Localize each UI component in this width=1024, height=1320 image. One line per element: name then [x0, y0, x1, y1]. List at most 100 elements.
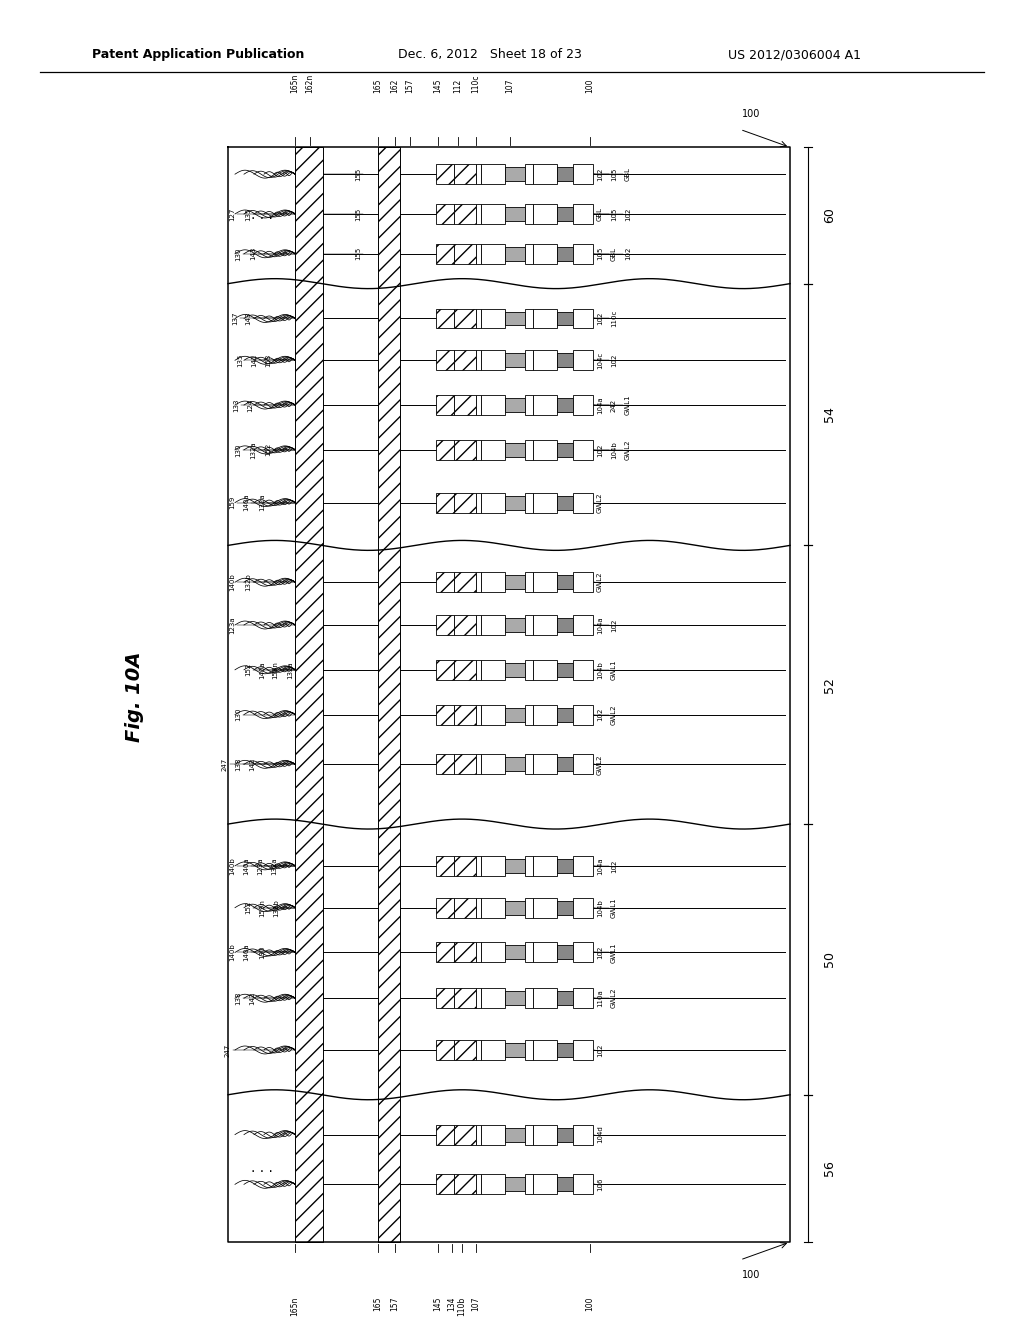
Bar: [573, 395, 593, 414]
Text: Fig. 10A: Fig. 10A: [126, 651, 144, 742]
Bar: [525, 492, 534, 512]
Text: 102: 102: [611, 354, 617, 367]
Text: 56: 56: [823, 1160, 837, 1176]
Bar: [481, 755, 505, 775]
Bar: [481, 440, 505, 459]
Text: 104b: 104b: [611, 441, 617, 459]
Text: 157: 157: [406, 78, 415, 92]
Text: Patent Application Publication: Patent Application Publication: [92, 49, 304, 61]
Bar: [476, 989, 481, 1008]
Bar: [557, 708, 573, 722]
Bar: [573, 615, 593, 635]
Bar: [557, 945, 573, 960]
Text: 157: 157: [390, 1296, 399, 1311]
Text: 102: 102: [611, 859, 617, 873]
Bar: [481, 989, 505, 1008]
Text: 138: 138: [234, 991, 241, 1005]
Bar: [557, 859, 573, 873]
Text: GWL1: GWL1: [611, 660, 617, 680]
Text: 102: 102: [625, 247, 631, 260]
Bar: [525, 309, 534, 329]
Bar: [476, 350, 481, 370]
Bar: [295, 148, 323, 1242]
Text: 152: 152: [265, 444, 271, 457]
Bar: [454, 492, 476, 512]
Text: 105: 105: [611, 207, 617, 220]
Text: GWL2: GWL2: [611, 705, 617, 725]
Bar: [436, 660, 454, 680]
Bar: [454, 989, 476, 1008]
Bar: [534, 440, 557, 459]
Text: 140a: 140a: [243, 944, 249, 961]
Bar: [436, 755, 454, 775]
Bar: [525, 1125, 534, 1144]
Text: 142: 142: [249, 758, 255, 771]
Bar: [525, 989, 534, 1008]
Bar: [481, 1040, 505, 1060]
Text: 112: 112: [454, 78, 463, 92]
Bar: [573, 989, 593, 1008]
Text: 140b: 140b: [229, 857, 234, 875]
Text: 140a: 140a: [259, 661, 265, 678]
Text: 102: 102: [597, 444, 603, 457]
Bar: [557, 247, 573, 261]
Bar: [454, 350, 476, 370]
Bar: [476, 855, 481, 875]
Text: 132b: 132b: [273, 899, 279, 916]
Bar: [436, 1125, 454, 1144]
Bar: [454, 164, 476, 183]
Bar: [454, 1125, 476, 1144]
Bar: [573, 350, 593, 370]
Bar: [476, 942, 481, 962]
Bar: [557, 1177, 573, 1192]
Text: 124: 124: [247, 399, 253, 412]
Text: 123a: 123a: [257, 857, 263, 875]
Bar: [505, 444, 525, 457]
Bar: [573, 1125, 593, 1144]
Bar: [573, 492, 593, 512]
Bar: [476, 705, 481, 725]
Text: 133: 133: [233, 399, 239, 412]
Bar: [481, 573, 505, 593]
Text: 54: 54: [823, 407, 837, 422]
Bar: [481, 492, 505, 512]
Text: 152: 152: [245, 902, 251, 915]
Text: 127: 127: [229, 207, 234, 220]
Bar: [573, 309, 593, 329]
Bar: [557, 1043, 573, 1057]
Bar: [454, 244, 476, 264]
Text: 130: 130: [234, 708, 241, 721]
Bar: [505, 354, 525, 367]
Text: 143: 143: [250, 247, 256, 260]
Bar: [454, 942, 476, 962]
Bar: [534, 573, 557, 593]
Text: 247: 247: [222, 758, 228, 771]
Text: 104a: 104a: [597, 396, 603, 414]
Bar: [505, 758, 525, 771]
Text: 100: 100: [586, 78, 595, 92]
Bar: [557, 312, 573, 326]
Text: 142: 142: [249, 991, 255, 1005]
Text: GWL2: GWL2: [597, 572, 603, 593]
Bar: [534, 1125, 557, 1144]
Text: 155: 155: [355, 207, 361, 220]
Bar: [505, 1043, 525, 1057]
Text: 165: 165: [374, 78, 383, 92]
Bar: [481, 615, 505, 635]
Text: 102: 102: [597, 1043, 603, 1057]
Text: GBL: GBL: [611, 247, 617, 261]
Bar: [476, 660, 481, 680]
Text: 105: 105: [597, 247, 603, 260]
Bar: [436, 942, 454, 962]
Text: 102: 102: [611, 618, 617, 632]
Bar: [436, 989, 454, 1008]
Bar: [505, 247, 525, 261]
Text: GWL1: GWL1: [611, 898, 617, 917]
Bar: [534, 660, 557, 680]
Bar: [436, 244, 454, 264]
Bar: [454, 440, 476, 459]
Text: 153: 153: [265, 354, 271, 367]
Bar: [505, 991, 525, 1006]
Text: 140a: 140a: [243, 494, 249, 511]
Bar: [476, 1125, 481, 1144]
